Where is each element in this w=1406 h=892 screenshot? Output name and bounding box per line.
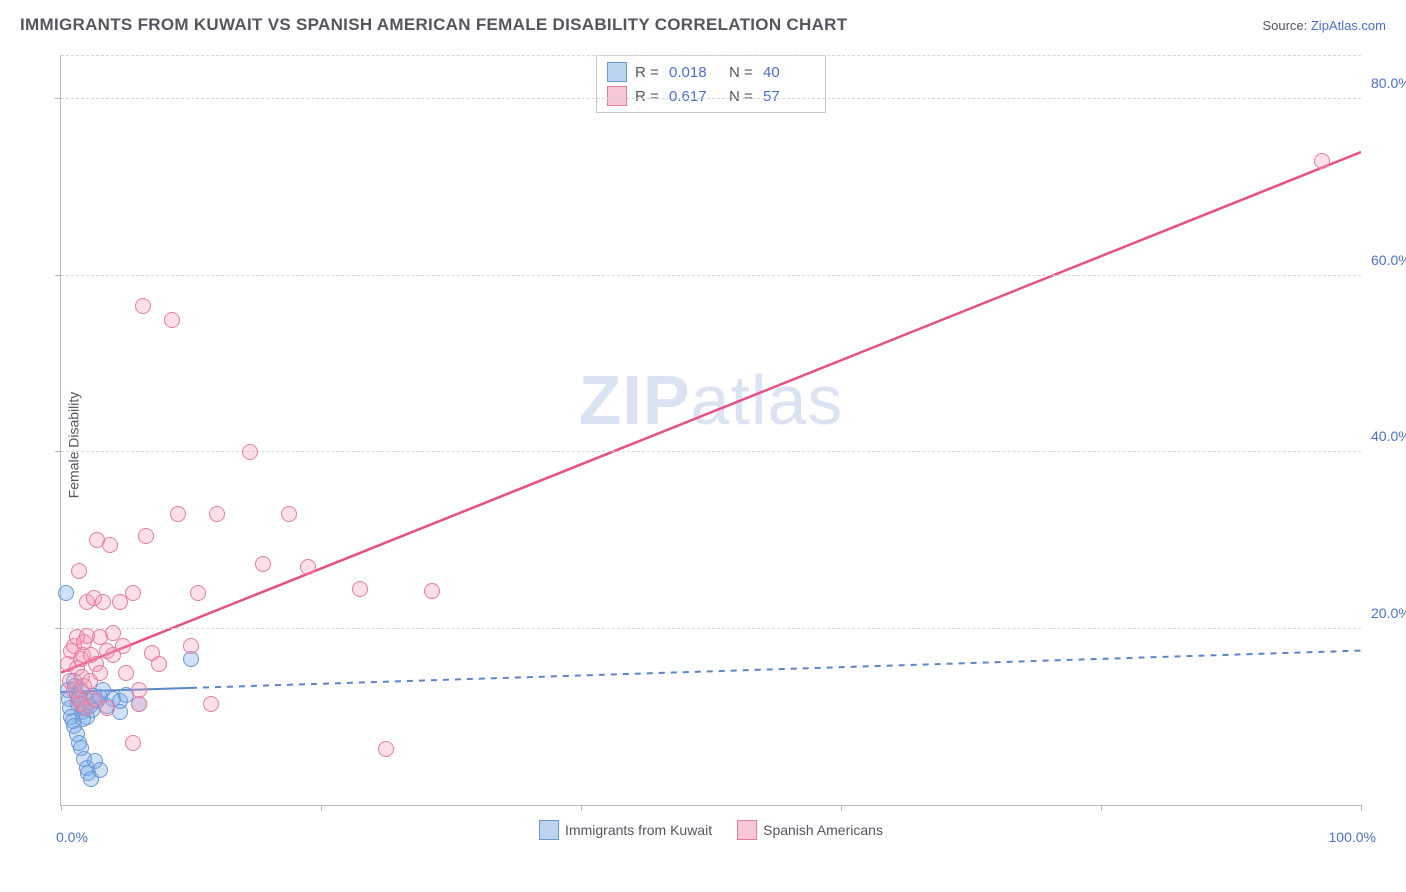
data-point: [255, 556, 271, 572]
stats-legend-box: R = 0.018 N = 40 R = 0.617 N = 57: [596, 55, 826, 113]
y-tick-label: 60.0%: [1371, 252, 1406, 268]
source-attribution: Source: ZipAtlas.com: [1262, 18, 1386, 33]
x-tick-mark: [61, 805, 62, 811]
x-tick-mark: [841, 805, 842, 811]
swatch-series-0: [607, 62, 627, 82]
source-link[interactable]: ZipAtlas.com: [1311, 18, 1386, 33]
swatch-series-1: [737, 820, 757, 840]
data-point: [115, 638, 131, 654]
n-value-0: 40: [763, 64, 815, 81]
legend-item-1: Spanish Americans: [737, 820, 883, 840]
r-value-0: 0.018: [669, 64, 721, 81]
n-label: N =: [729, 64, 755, 81]
grid-line: [61, 275, 1361, 276]
chart-container: Female Disability ZIPatlas R = 0.018 N =…: [50, 55, 1380, 835]
y-tick-label: 80.0%: [1371, 75, 1406, 91]
data-point: [209, 506, 225, 522]
x-tick-mark: [1101, 805, 1102, 811]
data-point: [135, 298, 151, 314]
regression-lines: [61, 55, 1361, 805]
watermark-rest: atlas: [691, 361, 844, 439]
n-label: N =: [729, 88, 755, 105]
y-tick-mark: [55, 275, 61, 276]
r-label: R =: [635, 88, 661, 105]
data-point: [151, 656, 167, 672]
y-tick-label: 20.0%: [1371, 605, 1406, 621]
legend-label-0: Immigrants from Kuwait: [565, 822, 712, 838]
watermark-bold: ZIP: [579, 361, 691, 439]
data-point: [125, 585, 141, 601]
data-point: [242, 444, 258, 460]
data-point: [102, 537, 118, 553]
grid-line: [61, 628, 1361, 629]
chart-title: IMMIGRANTS FROM KUWAIT VS SPANISH AMERIC…: [20, 15, 847, 35]
y-tick-mark: [55, 98, 61, 99]
x-tick-mark: [1361, 805, 1362, 811]
data-point: [352, 581, 368, 597]
source-label: Source:: [1262, 18, 1310, 33]
x-tick-mark: [321, 805, 322, 811]
data-point: [424, 583, 440, 599]
x-tick-right: 100.0%: [1329, 829, 1376, 845]
stats-row-series-0: R = 0.018 N = 40: [607, 60, 815, 84]
y-tick-label: 40.0%: [1371, 428, 1406, 444]
data-point: [300, 559, 316, 575]
r-label: R =: [635, 64, 661, 81]
watermark: ZIPatlas: [579, 360, 844, 440]
data-point: [131, 682, 147, 698]
grid-line-top: [61, 55, 1361, 56]
data-point: [92, 762, 108, 778]
data-point: [118, 665, 134, 681]
data-point: [99, 700, 115, 716]
data-point: [92, 665, 108, 681]
data-point: [125, 735, 141, 751]
data-point: [203, 696, 219, 712]
data-point: [138, 528, 154, 544]
bottom-legend: Immigrants from Kuwait Spanish Americans: [539, 820, 883, 840]
data-point: [1314, 153, 1330, 169]
swatch-series-1: [607, 86, 627, 106]
legend-label-1: Spanish Americans: [763, 822, 883, 838]
y-tick-mark: [55, 451, 61, 452]
x-tick-mark: [581, 805, 582, 811]
data-point: [58, 585, 74, 601]
data-point: [190, 585, 206, 601]
data-point: [95, 594, 111, 610]
stats-row-series-1: R = 0.617 N = 57: [607, 84, 815, 108]
data-point: [183, 638, 199, 654]
x-tick-left: 0.0%: [56, 829, 88, 845]
data-point: [378, 741, 394, 757]
header: IMMIGRANTS FROM KUWAIT VS SPANISH AMERIC…: [20, 15, 1386, 35]
data-point: [164, 312, 180, 328]
n-value-1: 57: [763, 88, 815, 105]
data-point: [170, 506, 186, 522]
r-value-1: 0.617: [669, 88, 721, 105]
legend-item-0: Immigrants from Kuwait: [539, 820, 712, 840]
data-point: [281, 506, 297, 522]
grid-line: [61, 98, 1361, 99]
swatch-series-0: [539, 820, 559, 840]
data-point: [71, 563, 87, 579]
plot-area: ZIPatlas R = 0.018 N = 40 R = 0.617 N = …: [60, 55, 1361, 806]
y-tick-mark: [55, 628, 61, 629]
